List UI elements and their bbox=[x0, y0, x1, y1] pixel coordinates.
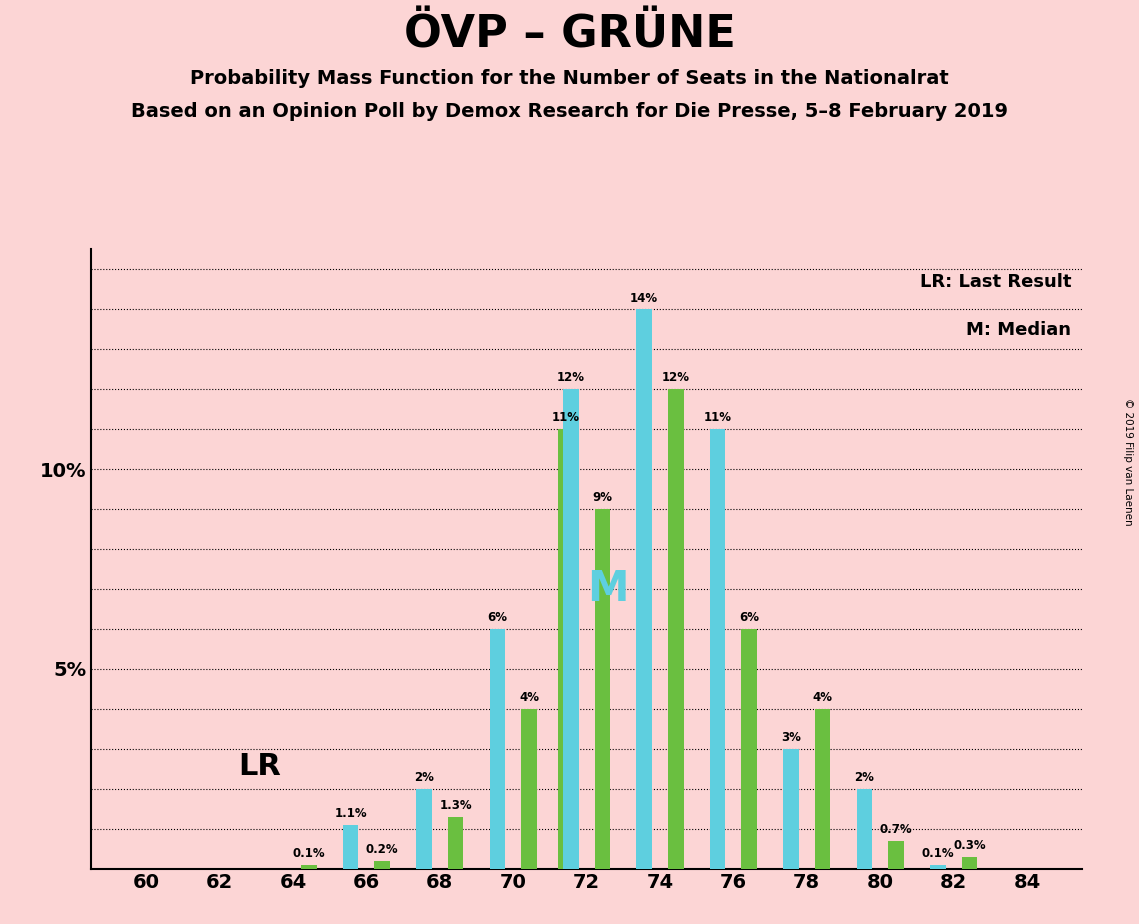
Bar bbox=[595, 509, 611, 869]
Text: 2%: 2% bbox=[415, 771, 434, 784]
Text: 0.7%: 0.7% bbox=[879, 822, 912, 836]
Bar bbox=[416, 789, 432, 869]
Text: M: M bbox=[587, 568, 629, 610]
Text: 6%: 6% bbox=[739, 611, 760, 624]
Text: 12%: 12% bbox=[557, 371, 584, 384]
Text: 0.1%: 0.1% bbox=[293, 846, 325, 859]
Bar bbox=[857, 789, 872, 869]
Bar bbox=[667, 389, 683, 869]
Text: 11%: 11% bbox=[551, 411, 580, 424]
Bar bbox=[741, 629, 757, 869]
Bar bbox=[448, 817, 464, 869]
Text: 0.2%: 0.2% bbox=[366, 843, 399, 856]
Bar bbox=[888, 841, 903, 869]
Text: 4%: 4% bbox=[519, 691, 539, 704]
Bar bbox=[375, 860, 390, 869]
Bar bbox=[961, 857, 977, 869]
Text: 0.1%: 0.1% bbox=[921, 846, 954, 859]
Bar bbox=[301, 865, 317, 869]
Bar bbox=[710, 430, 726, 869]
Text: © 2019 Filip van Laenen: © 2019 Filip van Laenen bbox=[1123, 398, 1133, 526]
Text: 3%: 3% bbox=[781, 731, 801, 744]
Text: 0.3%: 0.3% bbox=[953, 839, 985, 852]
Bar bbox=[490, 629, 506, 869]
Text: M: Median: M: Median bbox=[966, 322, 1071, 339]
Text: LR: LR bbox=[238, 752, 281, 781]
Bar bbox=[784, 748, 798, 869]
Bar bbox=[814, 709, 830, 869]
Text: LR: Last Result: LR: Last Result bbox=[919, 274, 1071, 291]
Text: 4%: 4% bbox=[812, 691, 833, 704]
Text: Based on an Opinion Poll by Demox Research for Die Presse, 5–8 February 2019: Based on an Opinion Poll by Demox Resear… bbox=[131, 102, 1008, 121]
Bar bbox=[522, 709, 536, 869]
Bar bbox=[343, 824, 359, 869]
Text: 2%: 2% bbox=[854, 771, 875, 784]
Text: 1.3%: 1.3% bbox=[440, 799, 472, 812]
Bar bbox=[558, 430, 573, 869]
Text: 6%: 6% bbox=[487, 611, 507, 624]
Bar bbox=[637, 310, 652, 869]
Text: ÖVP – GRÜNE: ÖVP – GRÜNE bbox=[403, 14, 736, 57]
Bar bbox=[931, 865, 945, 869]
Text: 11%: 11% bbox=[704, 411, 731, 424]
Text: 9%: 9% bbox=[592, 492, 613, 505]
Text: 1.1%: 1.1% bbox=[334, 807, 367, 820]
Text: Probability Mass Function for the Number of Seats in the Nationalrat: Probability Mass Function for the Number… bbox=[190, 69, 949, 89]
Text: 12%: 12% bbox=[662, 371, 690, 384]
Bar bbox=[563, 389, 579, 869]
Text: 14%: 14% bbox=[630, 292, 658, 305]
